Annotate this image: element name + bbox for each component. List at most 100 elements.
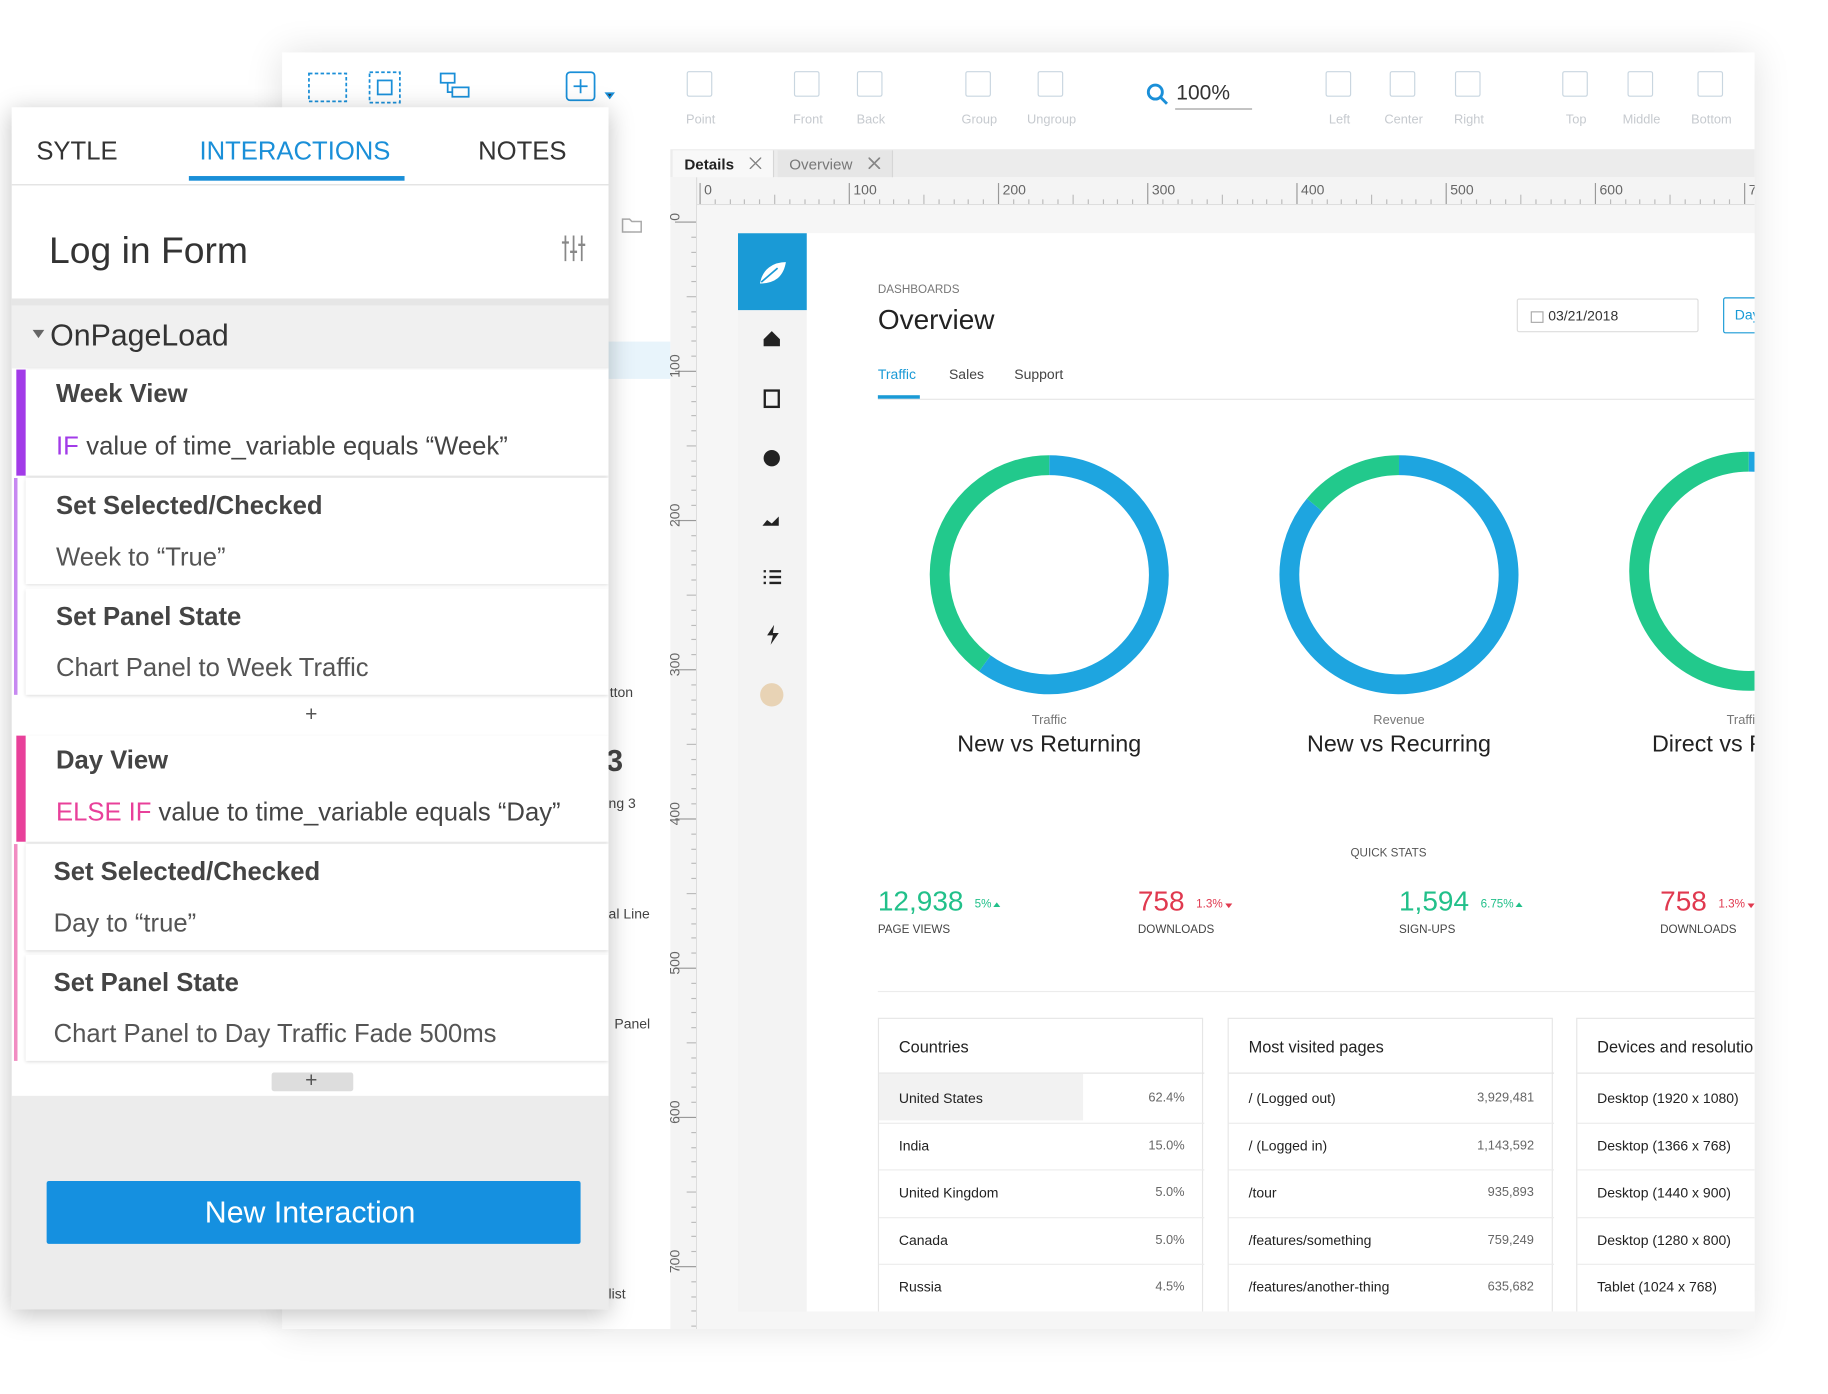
tool-label: Left: [1328, 113, 1351, 128]
ruler-minor: [1206, 199, 1209, 205]
add-action[interactable]: +: [305, 1068, 318, 1092]
table-card: Most visited pages / (Logged out) 3,929,48…: [1227, 1017, 1555, 1312]
ruler-label: 100: [853, 181, 877, 199]
ruler-minor: [818, 199, 821, 205]
ruler-minor: [1027, 199, 1029, 205]
zoom-value[interactable]: 100%: [1176, 81, 1230, 105]
document-tab[interactable]: [672, 150, 775, 178]
ruler-minor: [691, 355, 696, 357]
tool-icon[interactable]: [965, 71, 991, 97]
ruler-minor: [1042, 199, 1044, 205]
tool-icon[interactable]: [1562, 71, 1588, 97]
icon[interactable]: [368, 71, 401, 104]
ruler-minor: [691, 1221, 696, 1223]
tool-label: Point: [686, 113, 716, 128]
section-label: DASHBOARDS: [877, 283, 960, 297]
stat-label: SIGN-UPS: [1398, 923, 1456, 937]
condition: value to time_variable equals “Day”: [158, 797, 561, 827]
tool-icon[interactable]: [1627, 71, 1654, 97]
action-card[interactable]: [25, 477, 609, 585]
action-card[interactable]: [25, 954, 609, 1061]
add-pill[interactable]: [271, 1072, 354, 1092]
action-title: Set Selected/Checked: [55, 490, 323, 520]
add-action[interactable]: +: [305, 702, 318, 726]
layer-fragment: ng 3: [608, 795, 636, 812]
ruler-minor: [1385, 199, 1388, 205]
ruler-minor: [1669, 194, 1671, 205]
ruler-minor: [691, 937, 696, 939]
ruler-minor: [686, 1191, 696, 1193]
tool-icon[interactable]: [686, 71, 713, 97]
ruler-tick: [675, 221, 696, 223]
stat-value: 12,938: [877, 886, 964, 918]
table-cell: Desktop (1920 x 1080): [1597, 1090, 1739, 1107]
ruler-minor: [714, 199, 716, 205]
ruler-minor: [691, 534, 696, 537]
layer-fragment: 3: [606, 743, 624, 779]
ruler-minor: [1684, 199, 1686, 205]
ruler-minor: [691, 758, 696, 760]
panel-tab[interactable]: NOTES: [478, 136, 567, 166]
tab-close[interactable]: [868, 157, 881, 170]
table-cell: Desktop (1366 x 768): [1597, 1137, 1731, 1154]
ruler-label: 400: [666, 802, 684, 826]
ruler-minor: [1400, 199, 1403, 205]
ruler-minor: [691, 385, 696, 387]
tool-label: Front: [792, 113, 823, 128]
ruler-minor: [789, 199, 791, 205]
ruler-minor: [1714, 199, 1716, 205]
ruler-tick: [1296, 183, 1298, 205]
divider: [877, 990, 1755, 993]
event-row[interactable]: [11, 305, 609, 369]
icon: [573, 79, 615, 100]
tool-icon[interactable]: [1325, 71, 1352, 97]
tool-icon[interactable]: [1037, 71, 1064, 97]
icon[interactable]: [308, 72, 348, 103]
tool-icon[interactable]: [793, 71, 820, 97]
ruler-minor: [691, 1101, 696, 1104]
table-cell: 15.0%: [1148, 1138, 1185, 1153]
settings-icon[interactable]: [560, 233, 588, 263]
ruler-minor: [1132, 199, 1134, 205]
case-line: [13, 477, 18, 695]
case-card[interactable]: [25, 735, 609, 842]
action-card[interactable]: [25, 844, 609, 951]
new-interaction-button[interactable]: [46, 1180, 581, 1244]
ruler-minor: [893, 199, 895, 205]
ruler-minor: [691, 713, 696, 716]
ruler-label: 500: [1450, 181, 1474, 199]
collapse-caret[interactable]: [32, 329, 45, 339]
ruler-tick: [699, 183, 701, 205]
action-card[interactable]: [25, 588, 609, 695]
ruler-tick: [848, 183, 850, 205]
ruler-minor: [1699, 199, 1701, 205]
panel-tab[interactable]: INTERACTIONS: [199, 136, 391, 166]
ruler-tick: [1147, 183, 1149, 205]
tab-close[interactable]: [749, 157, 762, 170]
tool-icon[interactable]: [856, 71, 883, 97]
ruler-label: 100: [666, 354, 684, 378]
ruler-label: 200: [1002, 181, 1026, 199]
tool-icon[interactable]: [1389, 71, 1416, 97]
tool-icon[interactable]: [1697, 71, 1724, 97]
tab-divider: [11, 184, 609, 186]
case-card[interactable]: [25, 369, 609, 476]
ruler-minor: [923, 194, 925, 205]
ruler-minor: [691, 728, 696, 731]
dashboard-tab[interactable]: Support: [1014, 366, 1064, 383]
dashboard-tab[interactable]: Traffic: [877, 366, 916, 383]
stat-trend: [1225, 903, 1233, 909]
table-header-line: [1577, 1072, 1755, 1074]
panel-tab[interactable]: SYTLE: [36, 136, 118, 166]
tool-icon[interactable]: [1454, 71, 1481, 97]
ruler-minor: [691, 266, 696, 268]
ruler-minor: [1490, 199, 1492, 205]
icon[interactable]: [565, 71, 596, 102]
ruler-minor: [774, 194, 776, 205]
dashboard-tab[interactable]: Sales: [948, 366, 984, 383]
condition: value of time_variable equals “Week”: [86, 431, 508, 461]
date-picker[interactable]: [1516, 298, 1699, 333]
range-button[interactable]: [1723, 297, 1755, 334]
ruler-minor: [691, 505, 696, 507]
icon[interactable]: [439, 72, 470, 98]
